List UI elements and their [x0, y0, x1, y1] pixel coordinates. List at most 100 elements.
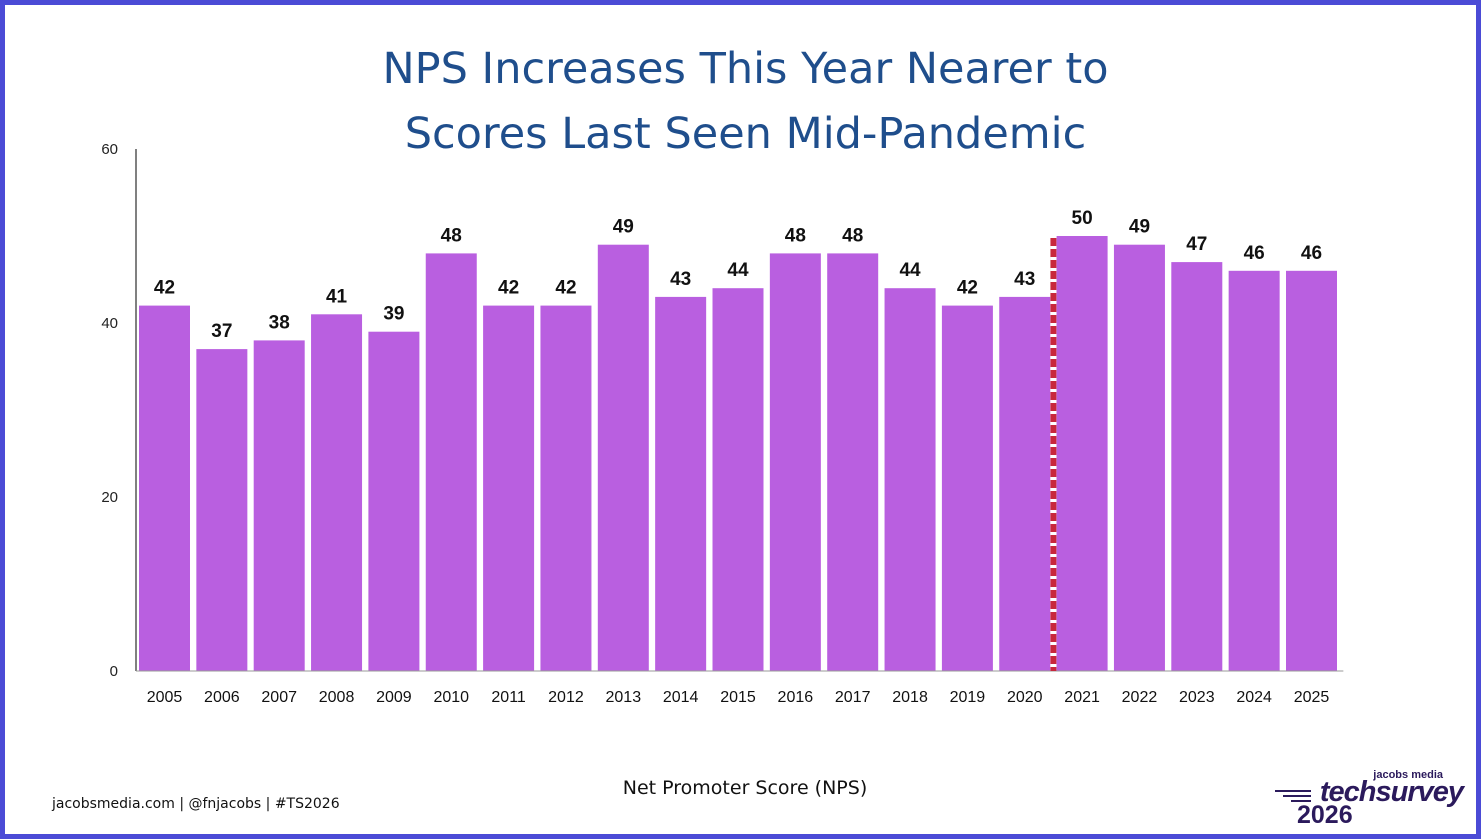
- divider-gap: [1050, 301, 1057, 304]
- x-tick-label-2009: 2009: [376, 689, 412, 706]
- bar-2023: [1171, 262, 1223, 671]
- divider-gap: [1050, 345, 1057, 348]
- y-tick-label: 40: [101, 315, 118, 332]
- bar-2020: [999, 296, 1051, 671]
- divider-gap: [1050, 532, 1057, 535]
- x-tick-label-2012: 2012: [548, 689, 584, 706]
- divider-gap: [1050, 477, 1057, 480]
- data-label-2024: 46: [1244, 243, 1265, 264]
- x-tick-label-2014: 2014: [663, 689, 699, 706]
- divider-gap: [1050, 268, 1057, 271]
- divider-gap: [1050, 510, 1057, 513]
- data-label-2012: 42: [555, 278, 576, 299]
- divider-gap: [1050, 246, 1057, 249]
- divider-gap: [1050, 466, 1057, 469]
- data-label-2009: 39: [383, 304, 404, 325]
- bar-2009: [368, 331, 420, 671]
- bar-2015: [712, 288, 764, 671]
- bar-2012: [540, 305, 592, 671]
- x-tick-label-2016: 2016: [778, 689, 814, 706]
- divider-gap: [1050, 653, 1057, 656]
- logo-brand-text: jacobs media: [1373, 769, 1443, 781]
- x-tick-label-2018: 2018: [892, 689, 928, 706]
- x-tick-label-2021: 2021: [1064, 689, 1100, 706]
- divider-gap: [1050, 642, 1057, 645]
- bar-2006: [196, 349, 248, 671]
- data-label-2021: 50: [1072, 208, 1093, 229]
- speed-lines-icon: [1275, 790, 1311, 802]
- divider-line: [1050, 238, 1057, 671]
- divider-gap: [1050, 576, 1057, 579]
- x-tick-label-2007: 2007: [261, 689, 297, 706]
- divider-gap: [1050, 554, 1057, 557]
- divider-gap: [1050, 389, 1057, 392]
- x-tick-label-2024: 2024: [1236, 689, 1272, 706]
- footer-links: jacobsmedia.com | @fnjacobs | #TS2026: [52, 796, 340, 812]
- y-tick-label: 60: [101, 141, 118, 158]
- y-tick-label: 20: [101, 489, 118, 506]
- data-label-2007: 38: [269, 312, 290, 333]
- bar-2013: [597, 244, 649, 671]
- bar-2005: [139, 305, 190, 671]
- divider-gap: [1050, 620, 1057, 623]
- data-label-2016: 48: [785, 225, 806, 246]
- bar-2014: [655, 296, 707, 671]
- x-tick-label-2011: 2011: [491, 689, 526, 706]
- divider-gap: [1050, 290, 1057, 293]
- bar-2025: [1286, 270, 1337, 671]
- divider-gap: [1050, 422, 1057, 425]
- bar-2022: [1113, 244, 1165, 671]
- divider-gap: [1050, 411, 1057, 414]
- divider-gap: [1050, 257, 1057, 260]
- bar-2008: [311, 314, 363, 671]
- x-tick-label-2006: 2006: [204, 689, 240, 706]
- divider-gap: [1050, 367, 1057, 370]
- x-tick-label-2022: 2022: [1122, 689, 1158, 706]
- data-label-2023: 47: [1186, 234, 1207, 255]
- divider-gap: [1050, 598, 1057, 601]
- divider-gap: [1050, 565, 1057, 568]
- divider-gap: [1050, 378, 1057, 381]
- divider-gap: [1050, 433, 1057, 436]
- data-label-2011: 42: [498, 278, 519, 299]
- divider-gap: [1050, 664, 1057, 667]
- divider-gap: [1050, 521, 1057, 524]
- divider-gap: [1050, 631, 1057, 634]
- x-tick-label-2017: 2017: [835, 689, 871, 706]
- data-label-2014: 43: [670, 269, 691, 290]
- x-tick-label-2015: 2015: [720, 689, 756, 706]
- chart-title-line-2: Scores Last Seen Mid-Pandemic: [404, 109, 1087, 159]
- bar-chart: 0 20 40 60 42 2005 37 2006 38 2007 41 2008 39 2009 48 2…: [101, 141, 1344, 799]
- divider-gap: [1050, 323, 1057, 326]
- data-label-2013: 49: [613, 217, 634, 238]
- chart-title-line-1: NPS Increases This Year Nearer to: [382, 44, 1109, 94]
- logo-year-text: 2026: [1297, 801, 1353, 829]
- data-label-2019: 42: [957, 278, 978, 299]
- logo-product-text: techsurvey: [1319, 776, 1464, 808]
- x-tick-label-2025: 2025: [1294, 689, 1330, 706]
- divider-gap: [1050, 455, 1057, 458]
- data-label-2025: 46: [1301, 243, 1322, 264]
- bar-2018: [884, 288, 936, 671]
- x-tick-label-2013: 2013: [606, 689, 642, 706]
- x-tick-label-2020: 2020: [1007, 689, 1043, 706]
- data-label-2018: 44: [899, 260, 921, 281]
- divider-gap: [1050, 279, 1057, 282]
- techsurvey-logo: jacobs media techsurvey 2026: [1273, 769, 1473, 831]
- divider-gap: [1050, 400, 1057, 403]
- bar-2010: [425, 253, 477, 671]
- data-label-2022: 49: [1129, 217, 1150, 238]
- x-tick-label-2023: 2023: [1179, 689, 1215, 706]
- data-label-2017: 48: [842, 225, 863, 246]
- divider-gap: [1050, 609, 1057, 612]
- divider-gap: [1050, 499, 1057, 502]
- divider-gap: [1050, 488, 1057, 491]
- x-tick-label-2005: 2005: [147, 689, 183, 706]
- divider-gap: [1050, 312, 1057, 315]
- data-label-2020: 43: [1014, 269, 1035, 290]
- chart-title: NPS Increases This Year Nearer to Scores…: [5, 37, 1481, 167]
- bar-2007: [253, 340, 305, 671]
- x-axis-label: Net Promoter Score (NPS): [623, 777, 867, 799]
- bar-2011: [483, 305, 535, 671]
